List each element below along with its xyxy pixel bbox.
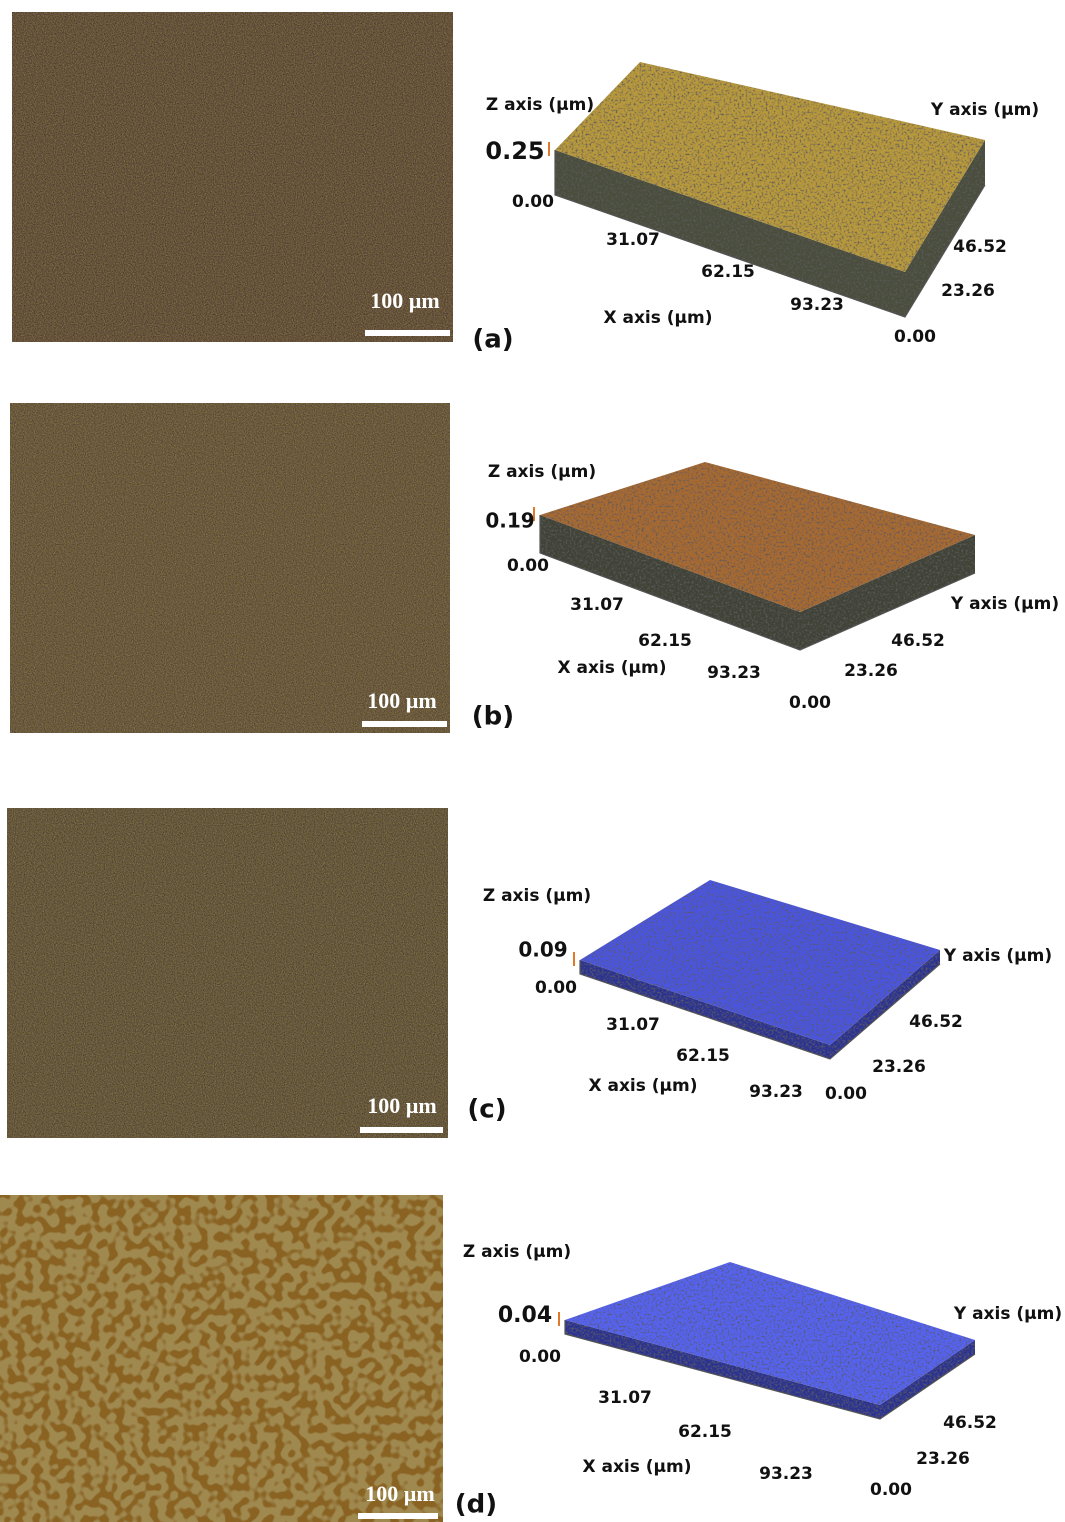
y-axis-title: Y axis (µm) [950,594,1059,614]
z-axis-title: Z axis (µm) [486,95,594,115]
x2: 93.23 [790,295,844,315]
z-min: 0.00 [535,978,577,998]
label: (b) [472,702,514,732]
figure: 100 µm Z axis (µm) 0.25 0.00 X axis (µm) Y ax… [0,0,1065,1522]
panel: 100 µm Z axis (µm) 0.09 0.00 X axis (µm) Y ax… [7,808,1052,1138]
y-axis-title: Y axis (µm) [930,100,1039,120]
z-axis-title: Z axis (µm) [483,886,591,906]
label: (c) [467,1095,506,1125]
scale-bar-label: 100 µm [367,1093,437,1118]
y0: 46.52 [943,1413,997,1433]
x-axis-title: X axis (µm) [582,1457,691,1477]
scale-bar [360,1127,443,1133]
micrograph [10,403,450,733]
x2: 93.23 [749,1082,803,1102]
y2: 0.00 [894,327,936,347]
z-min: 0.00 [512,192,554,212]
z-max: 0.09 [518,938,567,962]
x-axis-title: X axis (µm) [588,1076,697,1096]
y0: 46.52 [891,631,945,651]
z-axis-title: Z axis (µm) [488,462,596,482]
scale-bar [365,330,450,336]
y-axis-title: Y axis (µm) [943,946,1052,966]
panel: 100 µm Z axis (µm) 0.19 0.00 X axis (µm) Y ax… [10,403,1059,733]
x-axis-title: X axis (µm) [603,308,712,328]
scale-bar-label: 100 µm [367,688,437,713]
micrograph [0,1195,443,1522]
x0: 31.07 [606,230,660,250]
x1: 62.15 [701,262,755,282]
scale-bar [362,721,447,727]
x1: 62.15 [678,1422,732,1442]
x2: 93.23 [759,1464,813,1484]
z-min: 0.00 [507,556,549,576]
x1: 62.15 [676,1046,730,1066]
scale-bar-label: 100 µm [365,1481,435,1506]
y2: 0.00 [870,1480,912,1500]
z-axis-title: Z axis (µm) [463,1242,571,1262]
scale-bar-label: 100 µm [370,288,440,313]
label: (d) [455,1490,497,1520]
x1: 62.15 [638,631,692,651]
micrograph [7,808,448,1138]
y2: 0.00 [789,693,831,713]
y0: 46.52 [909,1012,963,1032]
panel: 100 µm Z axis (µm) 0.25 0.00 X axis (µm) Y ax… [12,12,1039,355]
x0: 31.07 [598,1388,652,1408]
y1: 23.26 [941,281,995,301]
y1: 23.26 [916,1449,970,1469]
y1: 23.26 [872,1057,926,1077]
y-axis-title: Y axis (µm) [953,1304,1062,1324]
y2: 0.00 [825,1084,867,1104]
scale-bar [358,1513,438,1519]
panel: 100 µm Z axis (µm) 0.04 0.00 X axis (µm) Y ax… [0,1195,1062,1522]
x0: 31.07 [570,595,624,615]
x-axis-title: X axis (µm) [557,658,666,678]
x0: 31.07 [606,1015,660,1035]
z-max: 0.04 [498,1303,552,1328]
label: (a) [472,325,513,355]
z-max: 0.25 [485,137,544,165]
z-min: 0.00 [519,1347,561,1367]
y1: 23.26 [844,661,898,681]
x2: 93.23 [707,663,761,683]
y0: 46.52 [953,237,1007,257]
z-max: 0.19 [485,509,534,533]
